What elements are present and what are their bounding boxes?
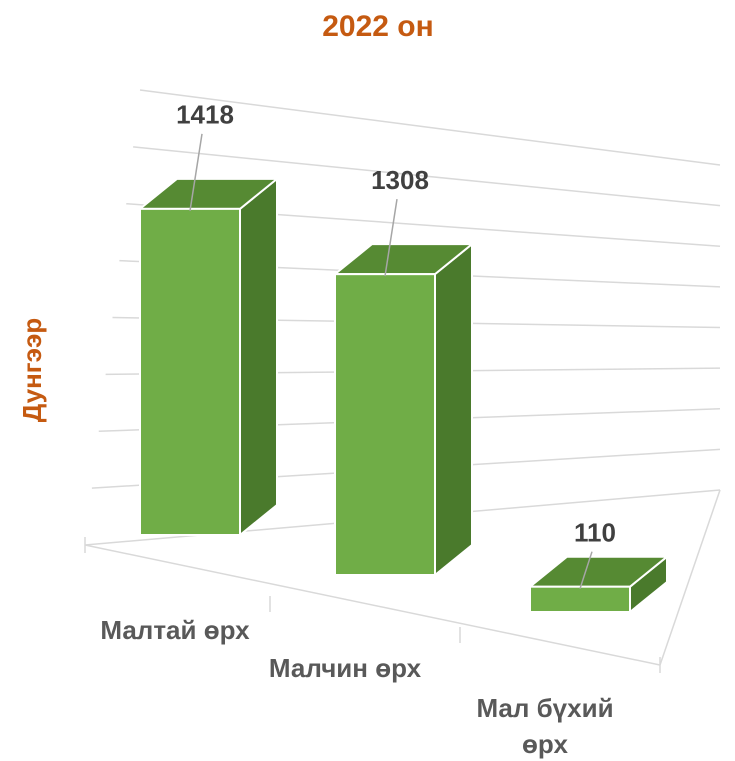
bar: [529, 585, 631, 614]
data-label: 110: [574, 518, 616, 548]
bar: [139, 207, 241, 537]
chart-title: 2022 он: [322, 10, 434, 43]
bar-side: [434, 242, 473, 578]
leader-line: [189, 133, 203, 211]
y-axis-label: Дунгээр: [17, 318, 47, 422]
x-tick-label: Мал бүхий өрх: [476, 693, 614, 759]
x-tick-label: Малтай өрх: [100, 615, 250, 645]
grid-line: [139, 89, 721, 166]
x-tick-label: Малчин өрх: [268, 653, 422, 683]
leader-line: [384, 199, 398, 277]
bar: [334, 273, 436, 576]
leader-line: [579, 551, 593, 589]
bar-side: [239, 176, 278, 538]
data-label: 1418: [176, 100, 234, 130]
floor-edge: [84, 544, 661, 666]
data-label: 1308: [371, 165, 429, 195]
floor-edge: [659, 489, 721, 666]
grid-line: [133, 146, 721, 207]
